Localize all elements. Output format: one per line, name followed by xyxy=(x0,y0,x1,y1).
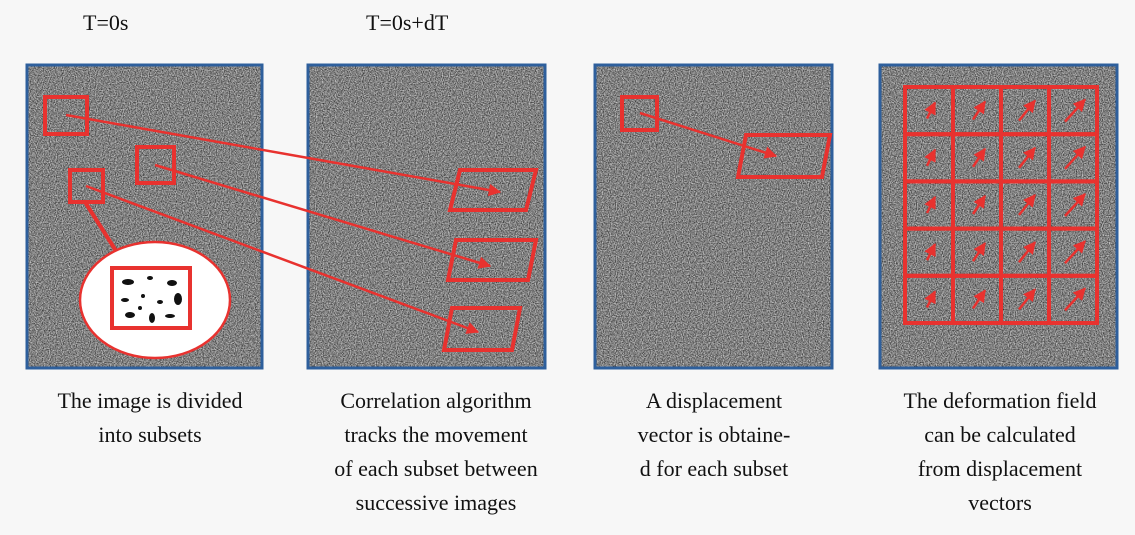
caption-line: A displacement xyxy=(646,388,782,413)
vector-arrow xyxy=(924,148,937,167)
vector-arrow xyxy=(1018,241,1036,263)
grid-cell xyxy=(1047,273,1099,325)
panel xyxy=(878,63,1119,370)
vector-arrow xyxy=(971,147,987,168)
caption-line: into subsets xyxy=(98,422,201,447)
time-labels: T=0s T=0s+dT xyxy=(83,10,449,35)
vector-arrow xyxy=(1018,194,1036,216)
vector-arrow xyxy=(971,289,987,310)
vector-arrow xyxy=(1064,98,1086,123)
vector-arrow xyxy=(971,100,987,121)
captions: The image is divided into subsets Correlat… xyxy=(57,388,1096,515)
caption-line: The image is divided xyxy=(57,388,242,413)
panel xyxy=(306,63,547,370)
panels xyxy=(25,63,1119,370)
vector-arrow xyxy=(1064,287,1086,312)
caption-line: can be calculated xyxy=(924,422,1075,447)
caption-line: from displacement xyxy=(918,456,1082,481)
caption-line: of each subset between xyxy=(334,456,537,481)
time-label: T=0s xyxy=(83,10,128,35)
vector-arrow xyxy=(1064,145,1086,170)
caption-line: successive images xyxy=(356,490,517,515)
deformation-grid xyxy=(903,85,1099,325)
vector-arrow xyxy=(971,194,987,215)
caption-line: tracks the movement xyxy=(344,422,527,447)
vector-arrow xyxy=(971,242,987,262)
vector-arrow xyxy=(1018,288,1036,311)
vector-arrow xyxy=(924,290,937,308)
time-label: T=0s+dT xyxy=(366,10,449,35)
caption-line: d for each subset xyxy=(640,456,788,481)
vector-arrow xyxy=(924,195,937,214)
caption-line: The deformation field xyxy=(903,388,1096,413)
vector-arrow xyxy=(924,101,937,120)
vector-arrow xyxy=(924,243,937,261)
caption-line: vector is obtaine- xyxy=(638,422,791,447)
caption-line: Correlation algorithm xyxy=(340,388,531,413)
vector-arrow xyxy=(1018,99,1036,122)
caption-line: vectors xyxy=(968,490,1032,515)
vector-arrow xyxy=(1064,240,1086,265)
vector-arrow xyxy=(1064,193,1086,217)
vector-arrow xyxy=(1018,146,1036,169)
panel xyxy=(593,63,834,370)
subsets xyxy=(43,95,833,360)
